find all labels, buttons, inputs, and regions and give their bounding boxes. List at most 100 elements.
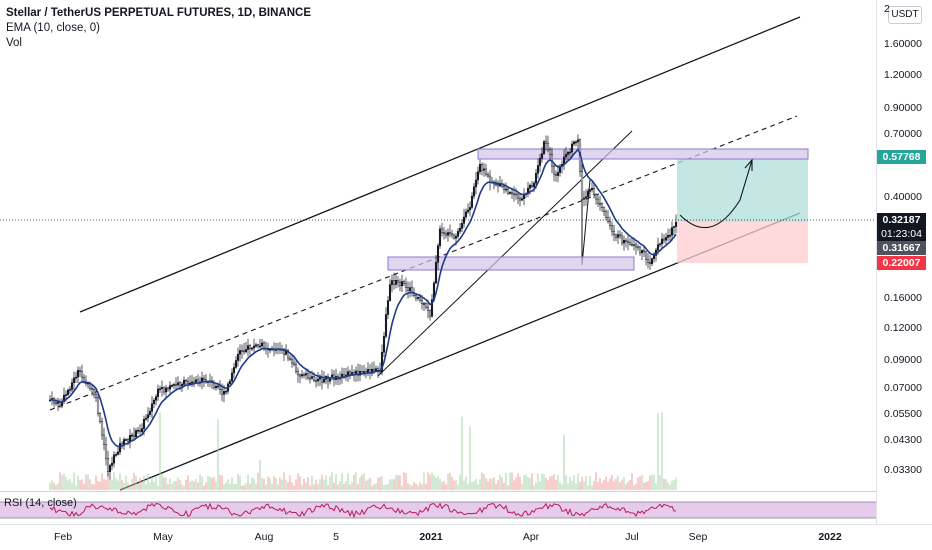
volume-bar <box>625 484 627 490</box>
volume-bar <box>311 475 313 490</box>
candle-body <box>408 287 412 291</box>
candle-body <box>308 377 312 380</box>
volume-bar <box>383 484 385 490</box>
time-tick: 5 <box>333 531 339 543</box>
support-trendline[interactable] <box>377 130 633 377</box>
volume-bar <box>333 482 335 490</box>
candle-body <box>434 262 438 284</box>
price-axis-divider <box>876 0 877 525</box>
volume-bar <box>623 477 625 490</box>
candle-body <box>634 244 638 248</box>
time-tick: May <box>153 531 173 543</box>
volume-bar <box>281 479 283 490</box>
volume-bar <box>465 476 467 490</box>
volume-bar <box>319 479 321 490</box>
candle-body <box>496 184 500 187</box>
time-axis-divider <box>0 524 932 525</box>
candle-body <box>604 211 608 218</box>
candle-body <box>380 351 384 373</box>
price-tick: 0.07000 <box>884 382 922 394</box>
price-tick: 0.90000 <box>884 102 922 114</box>
channel-upper-line[interactable] <box>79 16 801 313</box>
candle-body <box>254 344 258 347</box>
volume-bar <box>181 484 183 490</box>
volume-bar <box>325 475 327 490</box>
volume-bar <box>537 473 539 490</box>
volume-bar <box>657 413 659 490</box>
volume-bar <box>493 477 495 490</box>
candle-body <box>404 282 408 288</box>
symbol-title[interactable]: Stellar / TetherUS PERPETUAL FUTURES, 1D… <box>6 7 312 19</box>
candle-body <box>598 203 602 205</box>
volume-bar <box>509 472 511 490</box>
volume-bar <box>641 474 643 490</box>
volume-bar <box>261 477 263 490</box>
currency-selector[interactable]: USDT <box>888 6 922 24</box>
volume-legend[interactable]: Vol <box>6 37 22 49</box>
volume-bar <box>443 480 445 490</box>
volume-bar <box>401 485 403 490</box>
candle-body <box>424 303 428 308</box>
stop-price-badge: 0.22007 <box>877 256 926 270</box>
volume-bar <box>573 475 575 490</box>
volume-bar <box>365 480 367 490</box>
volume-bar <box>553 474 555 490</box>
volume-bar <box>589 476 591 490</box>
volume-bar <box>457 484 459 490</box>
projection-arrow[interactable] <box>679 159 753 229</box>
rsi-legend[interactable]: RSI (14, close) <box>4 497 77 509</box>
candle-body <box>348 371 352 375</box>
volume-bar <box>185 479 187 490</box>
candle-body <box>316 378 320 382</box>
volume-bar <box>183 485 185 490</box>
volume-bar <box>367 479 369 490</box>
volume-bar <box>49 482 51 490</box>
candle-body <box>474 179 478 188</box>
volume-bar <box>369 477 371 490</box>
volume-bar <box>469 426 471 490</box>
candle-body <box>114 454 118 456</box>
volume-bar <box>531 473 533 490</box>
volume-bar <box>203 485 205 490</box>
volume-bar <box>385 484 387 490</box>
ema-legend[interactable]: EMA (10, close, 0) <box>6 22 100 34</box>
volume-bar <box>359 477 361 490</box>
volume-bar <box>535 482 537 490</box>
candle-body <box>528 184 532 189</box>
candle-body <box>476 171 480 181</box>
candle-body <box>300 374 304 377</box>
volume-bar <box>199 474 201 490</box>
volume-bar <box>93 484 95 490</box>
volume-bar <box>539 481 541 490</box>
price-tick: 0.03300 <box>884 464 922 476</box>
candle-body <box>118 443 122 453</box>
volume-bar <box>171 483 173 490</box>
candle-body <box>460 223 464 229</box>
countdown-badge: 01:23:04 <box>877 227 926 241</box>
candle-body <box>214 385 218 389</box>
channel-midline[interactable] <box>49 115 798 411</box>
candle-body <box>252 345 256 349</box>
volume-bar <box>287 481 289 490</box>
volume-bar <box>607 481 609 490</box>
position-stop-zone[interactable] <box>677 222 808 263</box>
support-box[interactable] <box>387 256 635 271</box>
volume-bar <box>523 475 525 490</box>
candle-body <box>540 153 544 159</box>
volume-bar <box>89 479 91 490</box>
candle-body <box>146 414 150 419</box>
volume-bar <box>487 481 489 490</box>
candle-body <box>70 382 74 390</box>
volume-bar <box>391 479 393 490</box>
volume-bar <box>243 485 245 490</box>
candle-body <box>288 357 292 360</box>
candle-body <box>392 280 396 285</box>
candle-body <box>218 385 222 390</box>
volume-bar <box>141 481 143 490</box>
candle-body <box>484 168 488 175</box>
volume-bar <box>165 477 167 490</box>
rsi-pane-divider[interactable] <box>0 491 876 492</box>
resistance-box[interactable] <box>477 148 809 160</box>
volume-bar <box>549 476 551 490</box>
